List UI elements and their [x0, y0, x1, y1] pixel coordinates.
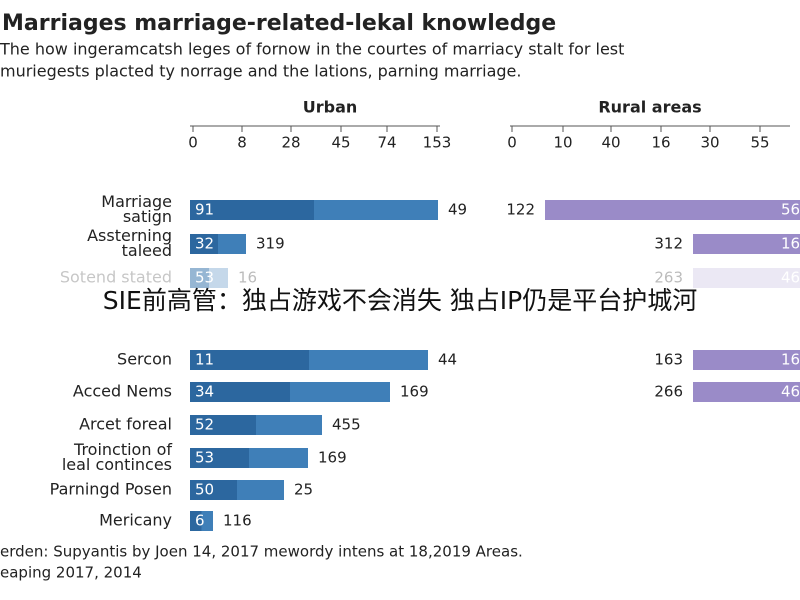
value-label: 455 — [332, 416, 361, 434]
value-label: 163 — [654, 351, 683, 369]
tick-label: 16 — [651, 134, 670, 152]
tick-label: 10 — [553, 134, 572, 152]
row-label: Arcet foreal — [79, 415, 172, 434]
bar-label: 46 — [781, 269, 800, 287]
bar-label: 50 — [195, 481, 214, 499]
footer: eaping 2017, 2014 — [0, 564, 142, 582]
title: Marriages marriage-related-lekal knowled… — [2, 11, 556, 36]
tick-label: 55 — [750, 134, 769, 152]
value-label: 49 — [448, 201, 467, 219]
urban-bar-seg — [190, 382, 290, 402]
urban-bar-seg — [190, 480, 237, 500]
tick-label: 74 — [377, 134, 396, 152]
urban-bar-seg — [190, 511, 202, 531]
row-label: Sotend stated — [60, 268, 172, 287]
bar-label: 52 — [195, 416, 214, 434]
footer: erden: Supyantis by Joen 14, 2017 meword… — [0, 543, 523, 561]
row-label: Sercon — [117, 350, 172, 369]
rural-bar — [693, 268, 800, 288]
value-label: 25 — [294, 481, 313, 499]
subtitle: muriegests placted ty norrage and the la… — [0, 62, 521, 81]
value-label: 266 — [654, 383, 683, 401]
value-label: 169 — [400, 383, 429, 401]
value-label: 16 — [238, 269, 257, 287]
row-label: Troinction of leal continces — [62, 440, 173, 474]
tick-label: 153 — [423, 134, 452, 152]
urban-bar-seg — [190, 234, 218, 254]
bar-label: 53 — [195, 269, 214, 287]
row-label: Assterning taleed — [87, 226, 172, 260]
rural-bar — [693, 350, 800, 370]
row-label: Acced Nems — [73, 382, 172, 401]
panel-title: Urban — [303, 98, 358, 117]
row-label: Mericany — [99, 511, 172, 530]
row-label: Parningd Posen — [50, 480, 172, 499]
value-label: 312 — [654, 235, 683, 253]
overlay-caption: SIE前高管：独占游戏不会消失 独占IP仍是平台护城河 — [103, 286, 697, 315]
tick-label: 30 — [700, 134, 719, 152]
bar-label: 11 — [195, 351, 214, 369]
urban-bar — [190, 268, 228, 288]
rural-bar — [545, 200, 800, 220]
value-label: 44 — [438, 351, 457, 369]
bar-label: 53 — [195, 449, 214, 467]
bar-label: 6 — [195, 512, 205, 530]
bar-label: 34 — [195, 383, 214, 401]
urban-bar-seg — [190, 268, 209, 288]
bar-label: 91 — [195, 201, 214, 219]
tick-label: 0 — [507, 134, 517, 152]
bar-label: 16 — [781, 235, 800, 253]
urban-bar-seg — [190, 350, 309, 370]
urban-bar-seg — [190, 448, 249, 468]
urban-bar-seg — [190, 415, 256, 435]
tick-label: 45 — [331, 134, 350, 152]
bar-label: 32 — [195, 235, 214, 253]
bar-label: 56 — [781, 201, 800, 219]
rural-bar — [693, 382, 800, 402]
tick-label: 28 — [281, 134, 300, 152]
value-label: 319 — [256, 235, 285, 253]
subtitle: The how ingeramcatsh leges of fornow in … — [0, 40, 624, 59]
bar-label: 46 — [781, 383, 800, 401]
bar-label: 16 — [781, 351, 800, 369]
tick-label: 0 — [188, 134, 198, 152]
value-label: 122 — [506, 201, 535, 219]
value-label: 169 — [318, 449, 347, 467]
value-label: 263 — [654, 269, 683, 287]
tick-label: 8 — [237, 134, 247, 152]
tick-label: 40 — [601, 134, 620, 152]
urban-bar-seg — [190, 200, 314, 220]
row-label: Marriage satign — [101, 192, 172, 226]
rural-bar — [693, 234, 800, 254]
panel-title: Rural areas — [598, 98, 701, 117]
value-label: 116 — [223, 512, 252, 530]
